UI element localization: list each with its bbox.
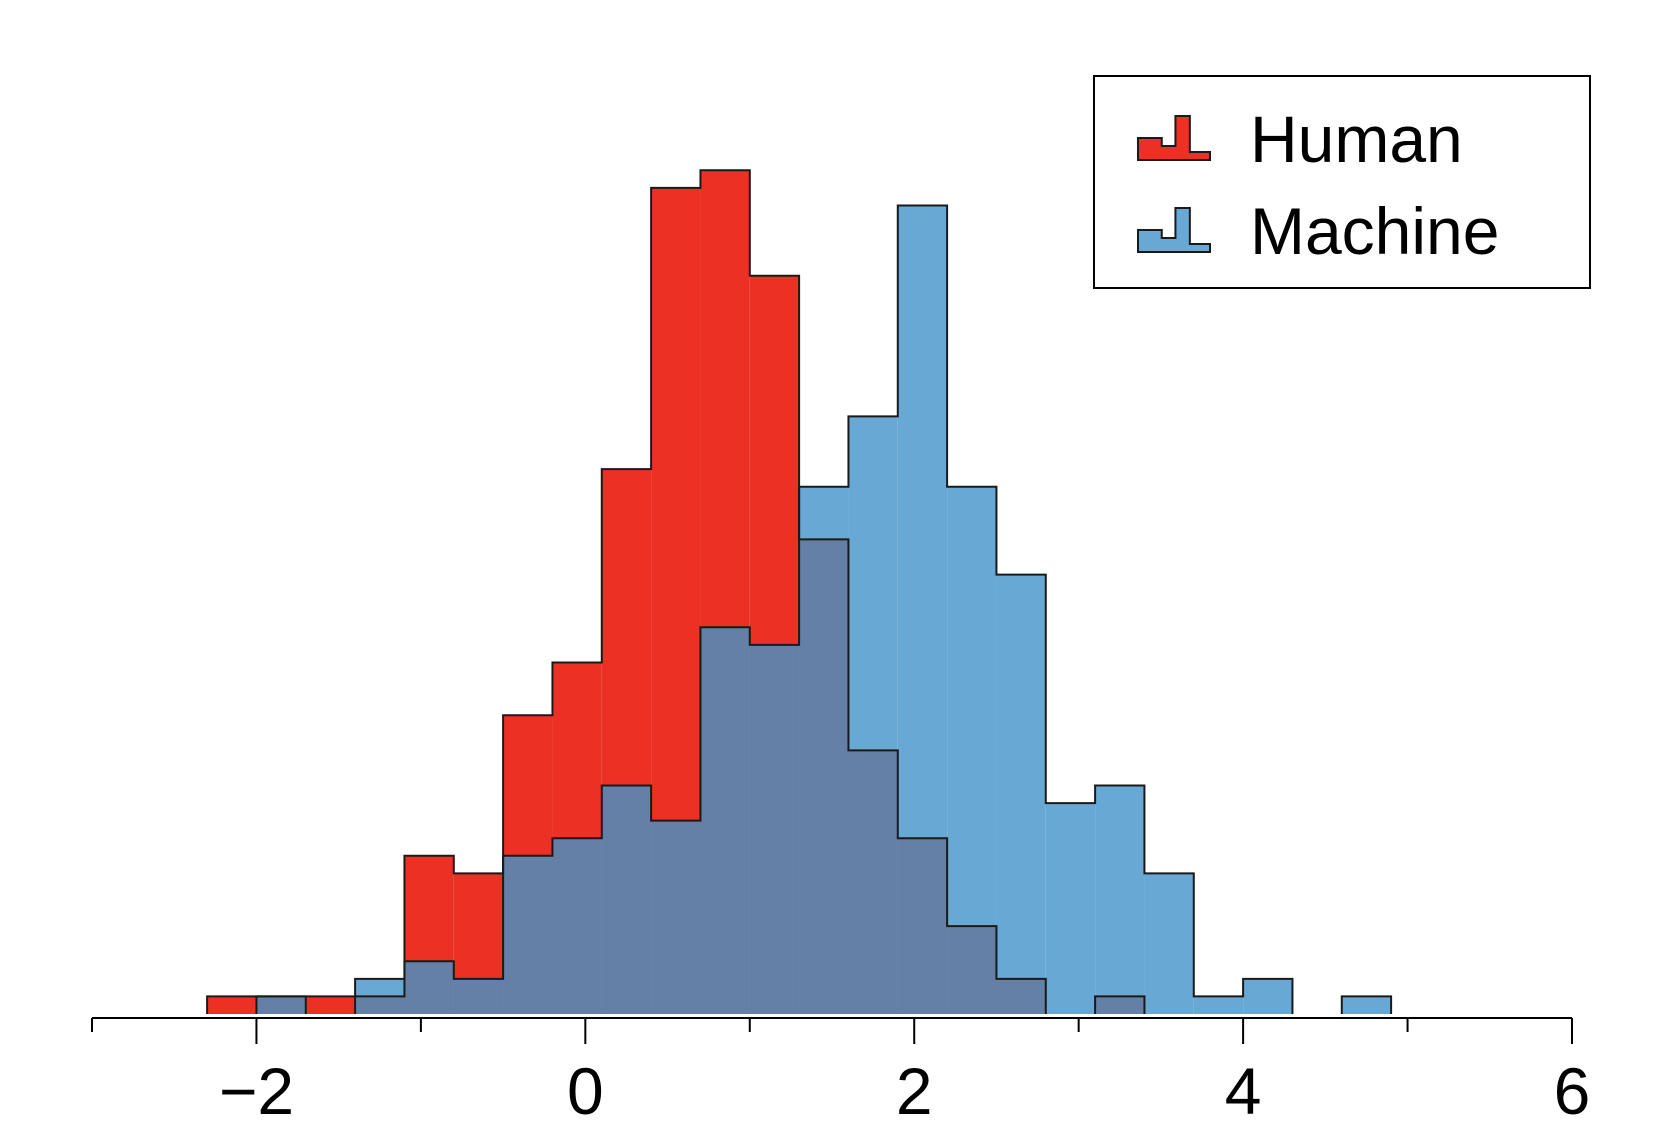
- x-tick-label: 2: [896, 1054, 933, 1128]
- legend-item-machine: Machine: [1137, 194, 1499, 268]
- bar-overlap: [601, 785, 652, 1014]
- bar-machine: [1095, 785, 1145, 1014]
- bar-human: [207, 996, 257, 1014]
- legend-item-human: Human: [1137, 102, 1463, 176]
- bar-machine: [1243, 978, 1293, 1014]
- x-tick-label: 4: [1225, 1054, 1262, 1128]
- outline-human: [206, 169, 1146, 1014]
- x-axis: −2 0 2 4 6: [91, 1017, 1591, 1128]
- bar-overlap: [404, 961, 454, 1014]
- legend-label-human: Human: [1250, 102, 1463, 176]
- bar-human: [305, 996, 356, 1014]
- bar-machine: [996, 574, 1046, 1014]
- bar-overlap: [256, 996, 306, 1014]
- bar-overlap: [700, 627, 750, 1014]
- legend: Human Machine: [1093, 75, 1591, 289]
- bar-overlap: [947, 926, 997, 1014]
- bar-overlap: [996, 978, 1046, 1014]
- bar-overlap: [355, 996, 405, 1014]
- bar-machine: [1193, 996, 1244, 1014]
- bar-overlap: [651, 820, 701, 1014]
- bar-overlap: [897, 838, 948, 1014]
- x-tick-label: −2: [219, 1054, 294, 1128]
- bars-layer: [206, 169, 1393, 1015]
- bar-overlap: [552, 838, 602, 1014]
- x-tick-label: 0: [567, 1054, 604, 1128]
- bar-machine: [1045, 803, 1096, 1014]
- bar-overlap: [799, 539, 849, 1014]
- x-tick-label: 6: [1554, 1054, 1591, 1128]
- bar-overlap: [1095, 996, 1145, 1014]
- bar-overlap: [749, 644, 800, 1014]
- bar-overlap: [503, 855, 553, 1014]
- bar-overlap: [848, 750, 898, 1014]
- bar-machine: [1341, 996, 1392, 1014]
- legend-label-machine: Machine: [1250, 194, 1499, 268]
- bar-machine: [1144, 873, 1194, 1014]
- legend-swatch-human: [1137, 115, 1211, 161]
- legend-swatch-machine: [1137, 207, 1211, 253]
- outline-machine: [255, 204, 1393, 1014]
- bar-overlap: [453, 978, 504, 1014]
